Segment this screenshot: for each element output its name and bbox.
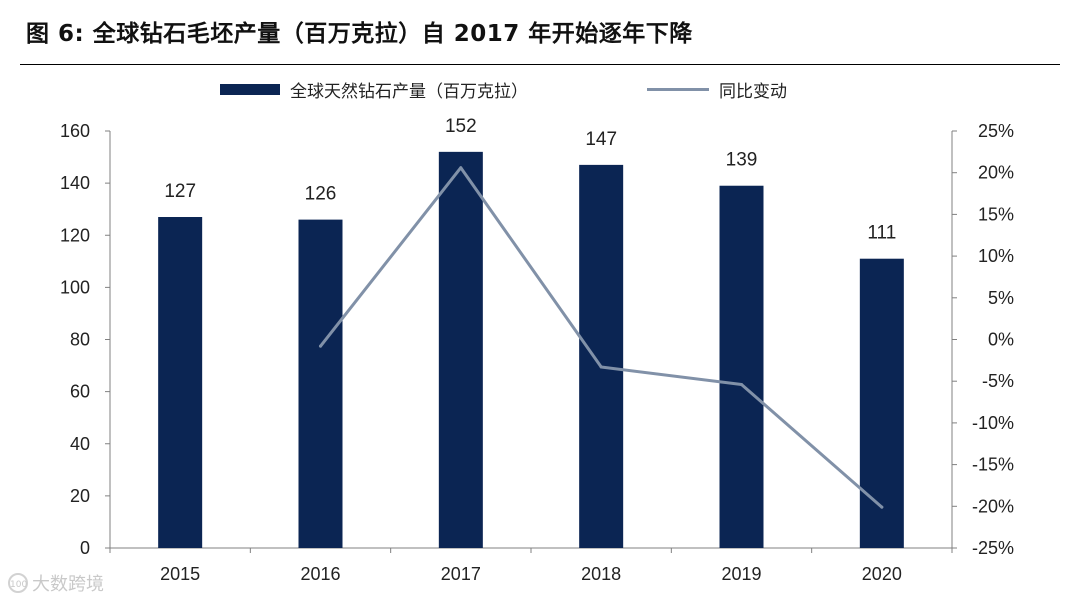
chart-title: 图 6: 全球钻石毛坯产量（百万克拉）自 2017 年开始逐年下降 — [26, 21, 693, 47]
left-axis-tick-label: 80 — [70, 330, 90, 350]
right-axis-tick-label: 0% — [988, 330, 1014, 350]
x-axis-tick-label: 2016 — [300, 564, 340, 584]
legend: 全球天然钻石产量（百万克拉） 同比变动 — [0, 77, 1073, 102]
x-axis-tick-label: 2018 — [581, 564, 621, 584]
line-point-2020 — [880, 505, 884, 509]
bar-data-label: 111 — [867, 223, 896, 244]
legend-label-bar: 全球天然钻石产量（百万克拉） — [290, 82, 528, 102]
legend-line-swatch — [647, 88, 709, 91]
bar-data-label: 147 — [585, 129, 617, 150]
bar-2017 — [438, 151, 483, 548]
right-axis-tick-label: 25% — [978, 121, 1014, 141]
left-axis-tick-label: 60 — [70, 382, 90, 402]
left-axis-tick-label: 0 — [80, 538, 90, 558]
right-axis-tick-label: 15% — [978, 204, 1014, 224]
right-axis-tick-label: -25% — [972, 538, 1014, 558]
right-axis-tick-label: 20% — [978, 163, 1014, 183]
right-axis-tick-label: 5% — [988, 288, 1014, 308]
right-axis-tick-label: 10% — [978, 246, 1014, 266]
watermark: 100 大数跨境 — [8, 570, 104, 596]
x-axis-tick-label: 2020 — [862, 564, 902, 584]
legend-label-line: 同比变动 — [719, 82, 787, 102]
bar-data-label: 152 — [445, 116, 477, 137]
legend-item-bar: 全球天然钻石产量（百万克拉） — [220, 77, 528, 102]
line-point-2019 — [740, 383, 743, 387]
x-axis-tick-label: 2015 — [160, 564, 200, 584]
x-axis-tick-label: 2019 — [721, 564, 761, 584]
left-axis-tick-label: 100 — [60, 277, 90, 297]
right-axis-tick-label: -10% — [972, 413, 1014, 433]
bar-2016 — [298, 219, 343, 549]
bar-data-label: 139 — [726, 150, 758, 171]
title-divider — [20, 64, 1060, 65]
left-axis-tick-label: 140 — [60, 173, 90, 193]
right-axis-tick-label: -15% — [972, 455, 1014, 475]
line-point-2016 — [319, 344, 322, 348]
right-axis-tick-label: -5% — [982, 371, 1014, 391]
watermark-logo-icon: 100 — [8, 573, 28, 593]
left-axis-tick-label: 20 — [70, 486, 90, 506]
line-point-2017 — [459, 166, 463, 170]
legend-item-line: 同比变动 — [647, 77, 787, 102]
left-axis-tick-label: 40 — [70, 434, 90, 454]
legend-bar-swatch — [220, 84, 280, 95]
left-axis-tick-label: 160 — [60, 121, 90, 141]
bar-2020 — [859, 258, 904, 548]
line-point-2018 — [599, 365, 603, 369]
right-axis-tick-label: -20% — [972, 496, 1014, 516]
left-axis-tick-label: 120 — [60, 225, 90, 245]
watermark-text: 大数跨境 — [32, 574, 104, 595]
bar-2019 — [719, 185, 764, 548]
bar-data-label: 126 — [305, 184, 337, 205]
bar-2015 — [158, 217, 203, 548]
bar-data-label: 127 — [164, 181, 196, 202]
x-axis-tick-label: 2017 — [441, 564, 481, 584]
bar-2018 — [579, 164, 624, 548]
